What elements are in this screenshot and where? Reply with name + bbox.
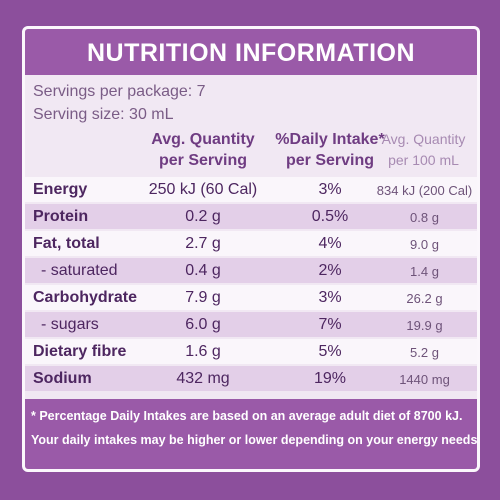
title-band: NUTRITION INFORMATION	[25, 29, 477, 75]
row-value: 1440 mg	[399, 372, 450, 387]
title: NUTRITION INFORMATION	[86, 39, 416, 67]
row-value: 26.2 g	[406, 291, 443, 306]
footnote-band: * Percentage Daily Intakes are based on …	[25, 399, 477, 469]
row-value: 9.0 g	[410, 237, 439, 252]
table-row: Fat, total 2.7 g 4% 9.0 g	[25, 231, 477, 256]
row-value: 834 kJ (200 Cal)	[376, 183, 473, 198]
row-value: 5.2 g	[410, 345, 439, 360]
row-value: 0.4 g	[185, 262, 221, 279]
table-row: Energy 250 kJ (60 Cal) 3% 834 kJ (200 Cal)	[25, 177, 477, 202]
row-label: Carbohydrate	[33, 289, 138, 306]
table-row: - sugars 6.0 g 7% 19.9 g	[25, 312, 477, 337]
row-value: 3%	[318, 289, 342, 306]
panel: NUTRITION INFORMATION * Percentage Daily…	[22, 26, 480, 472]
row-value: 0.2 g	[185, 208, 221, 225]
column-header-line: Avg. Quantity	[381, 131, 466, 147]
column-header-line: per 100 mL	[388, 152, 459, 168]
row-label: - saturated	[41, 262, 118, 279]
row-value: 2%	[318, 262, 342, 279]
row-label: Protein	[33, 208, 89, 225]
footnote: * Percentage Daily Intakes are based on …	[31, 409, 463, 423]
table-row: Dietary fibre 1.6 g 5% 5.2 g	[25, 339, 477, 364]
row-label: Sodium	[33, 370, 92, 387]
table-row: - saturated 0.4 g 2% 1.4 g	[25, 258, 477, 283]
column-header: %Daily Intake* per Serving	[270, 129, 390, 171]
row-label: Energy	[33, 181, 88, 198]
row-value: 3%	[318, 181, 342, 198]
row-value: 0.5%	[311, 208, 349, 225]
serving-info: Serving size: 30 mL	[33, 106, 174, 123]
row-value: 7.9 g	[185, 289, 221, 306]
row-value: 1.4 g	[410, 264, 439, 279]
row-value: 19.9 g	[406, 318, 443, 333]
row-value: 4%	[318, 235, 342, 252]
table-row: Sodium 432 mg 19% 1440 mg	[25, 366, 477, 391]
row-value: 432 mg	[176, 370, 230, 387]
row-value: 7%	[318, 316, 342, 333]
column-header: Avg. Quantity per 100 mL	[370, 129, 477, 171]
column-header-line: per Serving	[158, 152, 248, 169]
row-value: 19%	[313, 370, 347, 387]
row-value: 6.0 g	[185, 316, 221, 333]
column-header: Avg. Quantity per Serving	[143, 129, 263, 171]
column-header-line: per Serving	[285, 152, 375, 169]
row-label: - sugars	[41, 316, 99, 333]
row-value: 250 kJ (60 Cal)	[148, 181, 258, 198]
row-value: 1.6 g	[185, 343, 221, 360]
row-label: Fat, total	[33, 235, 100, 252]
table-row: Protein 0.2 g 0.5% 0.8 g	[25, 204, 477, 229]
column-header-line: %Daily Intake*	[275, 131, 385, 148]
row-value: 2.7 g	[185, 235, 221, 252]
row-value: 5%	[318, 343, 342, 360]
table-row: Carbohydrate 7.9 g 3% 26.2 g	[25, 285, 477, 310]
serving-info: Servings per package: 7	[33, 83, 206, 100]
footnote: Your daily intakes may be higher or lowe…	[31, 433, 480, 447]
row-value: 0.8 g	[410, 210, 439, 225]
row-label: Dietary fibre	[33, 343, 127, 360]
column-header-line: Avg. Quantity	[151, 131, 255, 148]
